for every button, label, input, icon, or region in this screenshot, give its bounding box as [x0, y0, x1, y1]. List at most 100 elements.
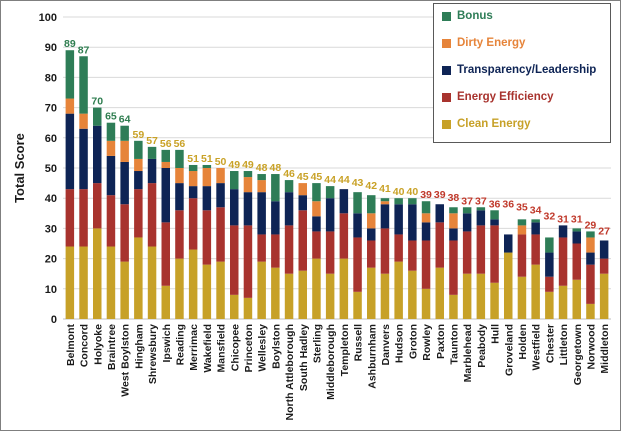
- bar-segment-energy-efficiency: [257, 234, 266, 262]
- bar-segment-clean-energy: [257, 261, 266, 319]
- y-tick-label: 80: [45, 72, 57, 84]
- bar-segment-clean-energy: [65, 246, 75, 319]
- bar-segment-bonus: [79, 56, 88, 114]
- bar-segment-transparency-leadership: [93, 125, 102, 184]
- bar-segment-clean-energy: [367, 267, 376, 319]
- bar-segment-energy-efficiency: [449, 240, 458, 295]
- bar-segment-bonus: [120, 125, 129, 141]
- bar-segment-transparency-leadership: [572, 231, 581, 244]
- bar-segment-dirty-energy: [79, 113, 88, 129]
- x-category-label: Danvers: [380, 324, 392, 366]
- legend-label: Dirty Energy: [457, 37, 526, 49]
- bar-segment-dirty-energy: [65, 98, 75, 114]
- bar-total-label: 49: [242, 159, 254, 171]
- bar-total-label: 50: [215, 156, 227, 168]
- legend-item: Dirty Energy: [442, 35, 525, 51]
- bar-segment-energy-efficiency: [572, 243, 581, 280]
- bar-total-label: 39: [420, 189, 432, 201]
- x-category-label: Groton: [407, 324, 419, 359]
- bar-segment-transparency-leadership: [175, 183, 184, 211]
- bar-segment-transparency-leadership: [284, 192, 294, 226]
- bar-total-label: 57: [146, 135, 158, 147]
- y-axis-title: Total Score: [12, 133, 27, 203]
- bar-segment-energy-efficiency: [435, 222, 444, 268]
- legend-item: Bonus: [442, 8, 493, 24]
- bar-segment-energy-efficiency: [558, 237, 568, 286]
- bar-segment-bonus: [545, 237, 554, 253]
- y-tick-label: 90: [45, 42, 57, 54]
- legend-label: Energy Efficiency: [457, 91, 554, 103]
- bar-segment-energy-efficiency: [216, 207, 225, 262]
- bar-segment-clean-energy: [243, 297, 253, 319]
- bar-segment-transparency-leadership: [586, 252, 595, 265]
- bar-total-label: 49: [228, 159, 240, 171]
- x-category-label: Holden: [517, 324, 529, 360]
- x-category-label: Braintree: [106, 324, 118, 370]
- bar-segment-transparency-leadership: [271, 201, 280, 235]
- bar-segment-transparency-leadership: [325, 198, 335, 232]
- bar-segment-transparency-leadership: [298, 195, 307, 211]
- bar-segment-energy-efficiency: [408, 240, 417, 271]
- x-category-label: Hudson: [394, 324, 406, 363]
- bar-segment-energy-efficiency: [161, 222, 170, 286]
- x-category-label: West Boylston: [120, 324, 132, 397]
- x-category-label: Chester: [544, 324, 556, 363]
- bar-segment-transparency-leadership: [380, 204, 390, 229]
- x-category-label: Boylston: [270, 324, 282, 369]
- bar-segment-clean-energy: [339, 258, 349, 319]
- bar-segment-energy-efficiency: [134, 189, 143, 238]
- bar-total-label: 27: [598, 225, 610, 237]
- bar-segment-transparency-leadership: [408, 204, 417, 241]
- bar-segment-energy-efficiency: [188, 198, 198, 250]
- bar-total-label: 45: [311, 171, 323, 183]
- bar-segment-energy-efficiency: [421, 240, 431, 289]
- bar-total-label: 40: [407, 186, 419, 198]
- bar-segment-clean-energy: [380, 273, 390, 319]
- bar-segment-dirty-energy: [243, 177, 253, 193]
- x-category-label: Princeton: [243, 324, 255, 372]
- bar-segment-dirty-energy: [161, 161, 170, 168]
- x-category-label: Littleton: [558, 324, 570, 365]
- y-tick-label: 100: [39, 12, 57, 24]
- bar-segment-bonus: [408, 198, 417, 205]
- bar-segment-energy-efficiency: [312, 231, 321, 259]
- bar-segment-bonus: [134, 140, 143, 159]
- bar-segment-clean-energy: [435, 267, 444, 319]
- bar-total-label: 37: [461, 195, 473, 207]
- bar-total-label: 34: [530, 204, 542, 216]
- bar-segment-transparency-leadership: [339, 189, 349, 214]
- y-tick-label: 50: [45, 163, 57, 175]
- bar-segment-energy-efficiency: [106, 195, 116, 247]
- bar-segment-transparency-leadership: [545, 252, 554, 277]
- bar-total-label: 51: [187, 153, 199, 165]
- bar-segment-transparency-leadership: [558, 225, 568, 238]
- y-tick-label: 70: [45, 103, 57, 115]
- bar-segment-transparency-leadership: [490, 219, 499, 226]
- bar-segment-transparency-leadership: [216, 183, 225, 208]
- legend-swatch: [442, 11, 451, 21]
- bar-segment-transparency-leadership: [312, 216, 321, 232]
- bar-segment-transparency-leadership: [462, 213, 472, 232]
- bar-segment-clean-energy: [545, 291, 554, 319]
- bar-segment-transparency-leadership: [257, 192, 266, 235]
- legend-swatch: [442, 119, 451, 129]
- bar-segment-energy-efficiency: [586, 264, 595, 304]
- bar-segment-dirty-energy: [449, 213, 458, 229]
- bar-segment-bonus: [188, 164, 198, 172]
- y-tick-label: 30: [45, 223, 57, 235]
- bar-total-label: 44: [324, 174, 336, 186]
- bar-segment-clean-energy: [408, 270, 417, 319]
- legend-swatch: [442, 92, 451, 102]
- bar-segment-transparency-leadership: [421, 222, 431, 241]
- bar-segment-clean-energy: [79, 246, 88, 319]
- bar-total-label: 89: [64, 38, 76, 50]
- bar-segment-clean-energy: [175, 258, 184, 319]
- bar-segment-clean-energy: [599, 273, 609, 319]
- bar-segment-transparency-leadership: [353, 213, 362, 238]
- bar-segment-transparency-leadership: [79, 128, 88, 190]
- bar-segment-clean-energy: [394, 261, 403, 319]
- bar-segment-energy-efficiency: [367, 240, 376, 268]
- bar-segment-energy-efficiency: [175, 210, 184, 259]
- bar-segment-transparency-leadership: [476, 210, 486, 226]
